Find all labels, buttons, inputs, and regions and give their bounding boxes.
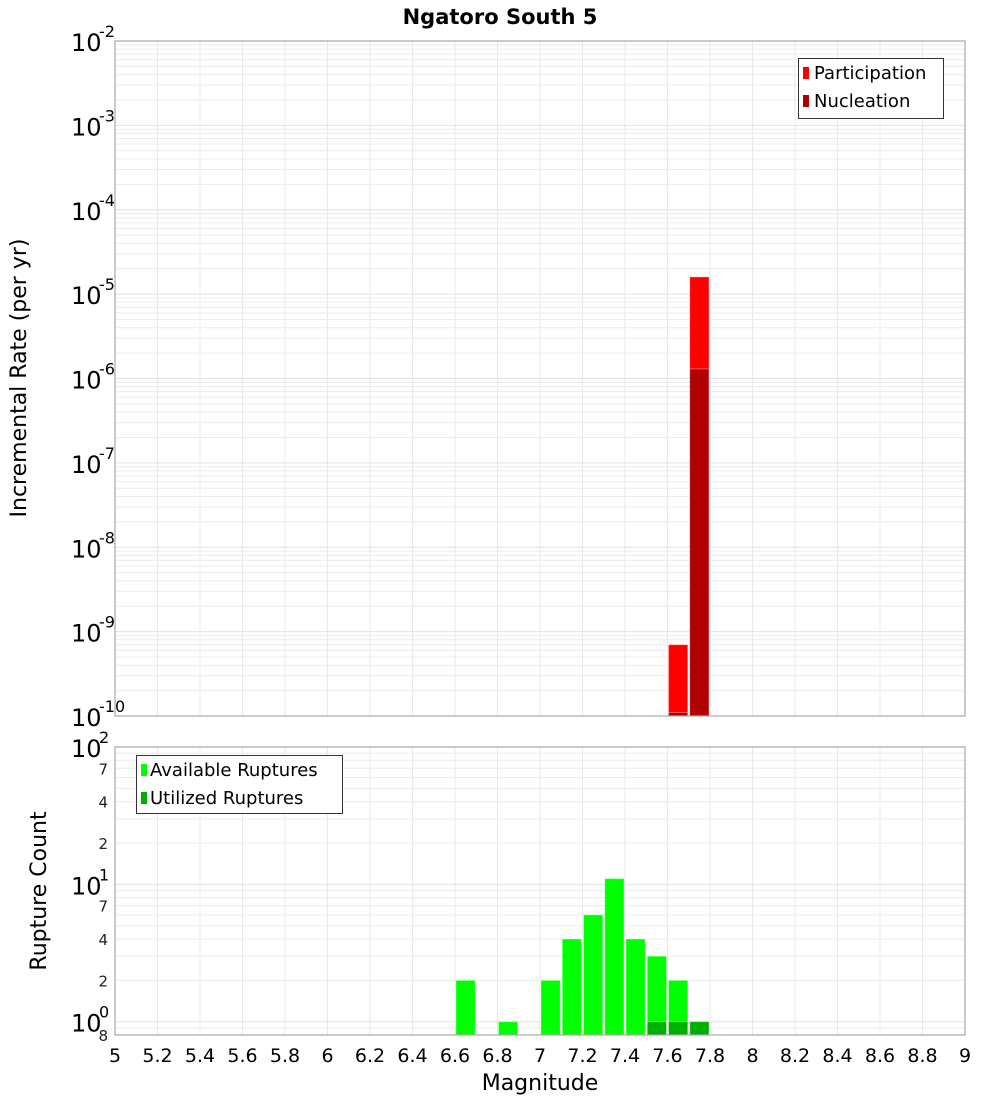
y-minor-tick-label: 7	[98, 898, 108, 916]
y-tick-label: 10	[71, 451, 102, 479]
x-tick-label: 5	[109, 1045, 121, 1067]
y-tick-exponent: -10	[99, 697, 125, 716]
count-plot-frame	[114, 746, 966, 1036]
y-tick-exponent: -6	[99, 360, 115, 379]
bar-utilized-ruptures	[689, 1021, 710, 1036]
legend-utilized: Utilized Ruptures	[150, 788, 303, 809]
count-y-axis-label: Rupture Count	[27, 811, 52, 971]
bar-available-ruptures	[604, 878, 625, 1036]
bar-available-ruptures	[540, 979, 561, 1036]
x-tick-label: 8.6	[865, 1045, 895, 1067]
rate-legend-box	[798, 58, 944, 119]
bar-available-ruptures	[561, 938, 582, 1036]
x-tick-label: 7.8	[695, 1045, 725, 1067]
rate-plot-frame	[114, 40, 966, 717]
x-tick-label: 5.8	[270, 1045, 300, 1067]
y-tick-exponent: 0	[99, 1003, 109, 1022]
bar-available-ruptures	[583, 914, 604, 1036]
x-tick-label: 7.2	[567, 1045, 597, 1067]
y-minor-tick-label: 2	[98, 835, 108, 853]
y-tick-label: 10	[71, 198, 102, 226]
x-tick-label: 8.4	[822, 1045, 852, 1067]
y-minor-tick-label: 4	[98, 794, 108, 812]
x-tick-label: 8.8	[907, 1045, 937, 1067]
y-tick-label: 10	[71, 113, 102, 141]
x-tick-label: 9	[959, 1045, 971, 1067]
y-tick-label: 10	[71, 1010, 102, 1038]
bar-available-ruptures	[498, 1021, 519, 1036]
x-axis-label: Magnitude	[482, 1071, 599, 1096]
legend-participation: Participation	[814, 63, 926, 84]
y-tick-exponent: -9	[99, 613, 115, 632]
y-tick-label: 10	[71, 704, 102, 732]
y-tick-label: 10	[71, 367, 102, 395]
bar-utilized-ruptures	[646, 1021, 667, 1036]
rate-plot-bars	[668, 276, 710, 717]
y-minor-tick-label: 4	[98, 931, 108, 949]
x-tick-label: 5.2	[142, 1045, 172, 1067]
rate-y-axis-ticks: 10-210-310-410-510-610-710-810-910-10	[71, 22, 125, 732]
y-tick-exponent: 2	[99, 728, 109, 747]
x-tick-label: 7.4	[610, 1045, 640, 1067]
x-tick-label: 6.8	[482, 1045, 512, 1067]
x-tick-label: 5.6	[227, 1045, 257, 1067]
available-swatch-icon	[141, 764, 147, 776]
bar-participation	[668, 644, 689, 717]
y-minor-tick-label: 8	[98, 1027, 108, 1045]
x-tick-label: 8	[746, 1045, 758, 1067]
y-tick-exponent: -4	[99, 191, 115, 210]
y-tick-exponent: -2	[99, 22, 115, 41]
y-tick-exponent: -7	[99, 444, 115, 463]
participation-swatch-icon	[803, 67, 809, 79]
rate-plot-grid	[115, 40, 965, 717]
y-minor-tick-label: 7	[98, 760, 108, 778]
x-tick-label: 6	[321, 1045, 333, 1067]
y-tick-exponent: -8	[99, 528, 115, 547]
y-tick-label: 10	[71, 872, 102, 900]
bar-available-ruptures	[455, 979, 476, 1036]
y-tick-exponent: -5	[99, 275, 115, 294]
x-tick-label: 5.4	[185, 1045, 215, 1067]
bar-nucleation	[689, 368, 710, 717]
bar-utilized-ruptures	[668, 1021, 689, 1036]
x-tick-label: 6.6	[440, 1045, 470, 1067]
legend-nucleation: Nucleation	[814, 91, 910, 112]
y-tick-label: 10	[71, 535, 102, 563]
count-legend: Available Ruptures Utilized Ruptures	[136, 755, 343, 814]
y-tick-label: 10	[71, 29, 102, 57]
magnitude-x-axis-ticks: 5 5.2 5.4 5.6 5.8 6 6.2 6.4 6.6 6.8 7 7.2 7.4 7.6 7.8 8…	[109, 1045, 971, 1067]
y-tick-label: 10	[71, 282, 102, 310]
x-tick-label: 8.2	[780, 1045, 810, 1067]
nucleation-swatch-icon	[803, 95, 809, 107]
y-tick-exponent: 1	[99, 865, 109, 884]
count-plot-bars	[455, 878, 710, 1036]
count-legend-box	[136, 755, 343, 814]
x-tick-label: 7	[534, 1045, 546, 1067]
rate-plot-panel: 10-210-310-410-510-610-710-810-910-10 In…	[7, 22, 966, 732]
y-tick-exponent: -3	[99, 106, 115, 125]
rate-legend: Participation Nucleation	[798, 58, 944, 119]
legend-available: Available Ruptures	[150, 760, 318, 781]
y-tick-label: 10	[71, 735, 102, 763]
x-tick-label: 6.4	[397, 1045, 427, 1067]
bar-available-ruptures	[625, 938, 646, 1036]
x-tick-label: 7.6	[652, 1045, 682, 1067]
y-tick-label: 10	[71, 620, 102, 648]
chart-title: Ngatoro South 5	[403, 5, 598, 29]
y-minor-tick-label: 2	[98, 972, 108, 990]
utilized-swatch-icon	[141, 792, 147, 804]
rate-y-axis-label: Incremental Rate (per yr)	[7, 239, 32, 518]
x-tick-label: 6.2	[355, 1045, 385, 1067]
